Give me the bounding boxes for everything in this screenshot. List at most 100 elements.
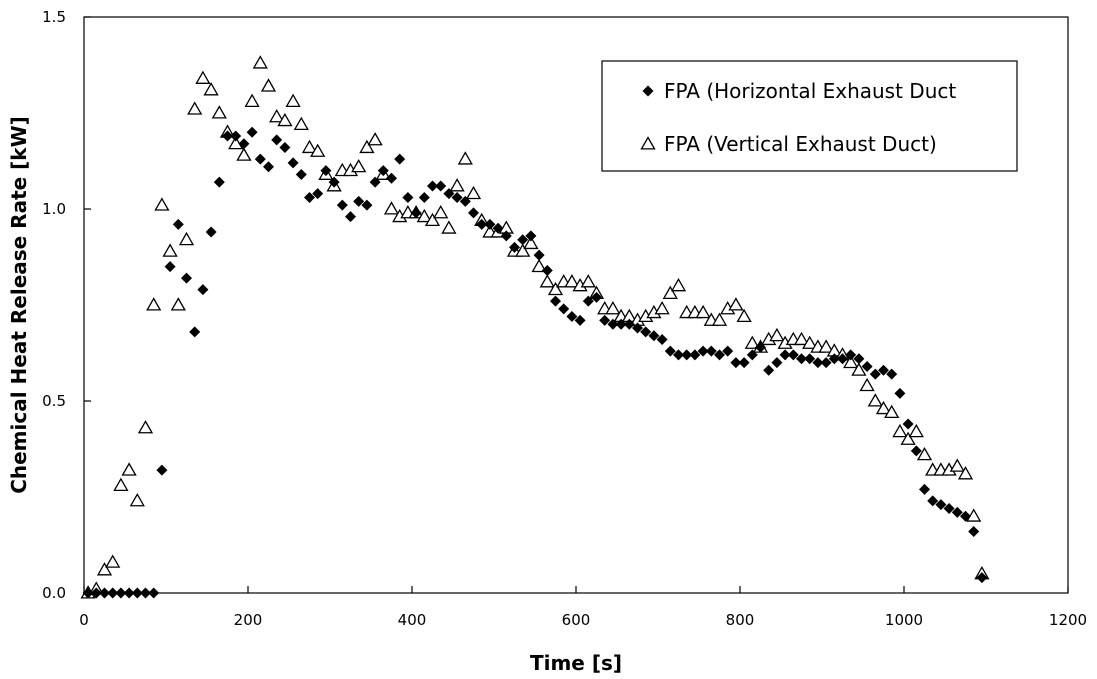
data-point-diamond [451, 191, 463, 203]
data-point-diamond [673, 349, 684, 361]
data-point-triangle [277, 112, 293, 127]
data-point-triangle [367, 132, 383, 146]
data-point-triangle [293, 116, 309, 131]
data-point-diamond [90, 587, 102, 599]
data-point-diamond [648, 330, 660, 342]
data-point-diamond [222, 130, 233, 142]
data-point-triangle [424, 212, 441, 227]
data-point-diamond [345, 211, 356, 223]
data-point-diamond [804, 353, 816, 365]
data-point-diamond [623, 318, 635, 330]
data-point-diamond [919, 483, 930, 495]
data-point-triangle [252, 55, 268, 69]
data-point-triangle [769, 327, 785, 342]
data-point-triangle [793, 331, 810, 346]
x-tick-label: 400 [398, 611, 427, 629]
data-point-triangle [260, 78, 277, 92]
data-point-diamond [386, 172, 397, 184]
x-tick-label: 0 [79, 611, 89, 629]
data-point-triangle [195, 70, 211, 84]
data-point-diamond [558, 303, 570, 315]
data-point-triangle [949, 458, 965, 472]
data-point-diamond [312, 188, 324, 200]
data-point-triangle [351, 158, 367, 173]
data-point-triangle [662, 285, 678, 300]
x-tick-label: 600 [562, 611, 591, 629]
data-point-diamond [427, 180, 438, 192]
data-point-diamond [591, 291, 602, 303]
data-point-triangle [121, 462, 137, 476]
data-point-diamond [738, 357, 750, 369]
data-point-diamond [582, 295, 594, 307]
data-point-triangle [178, 231, 195, 246]
data-point-triangle [728, 297, 744, 311]
data-point-diamond [722, 345, 734, 357]
data-point-diamond [213, 176, 225, 188]
data-point-triangle [154, 197, 170, 211]
data-point-triangle [441, 220, 457, 234]
data-point-triangle [285, 93, 301, 108]
data-point-triangle [269, 109, 285, 123]
data-point-triangle [564, 274, 580, 288]
data-point-diamond [304, 191, 315, 203]
data-point-triangle [105, 554, 121, 568]
data-point-triangle [244, 93, 260, 108]
series-horizontal-exhaust [82, 126, 988, 599]
x-tick-label: 1200 [1049, 611, 1087, 629]
data-point-triangle [736, 308, 752, 323]
data-point-triangle [96, 562, 113, 576]
data-point-diamond [295, 168, 307, 180]
x-tick-label: 1000 [885, 611, 923, 629]
data-point-diamond [697, 345, 709, 357]
data-point-triangle [146, 297, 162, 311]
data-point-diamond [246, 126, 258, 138]
data-point-diamond [189, 326, 201, 338]
data-point-triangle [884, 404, 900, 419]
data-point-diamond [689, 349, 701, 361]
series-layer [80, 55, 990, 599]
data-point-diamond [656, 334, 668, 346]
data-point-diamond [99, 587, 110, 599]
data-point-diamond [533, 249, 545, 261]
data-point-triangle [515, 243, 531, 257]
data-point-diamond [640, 326, 652, 338]
data-point-diamond [960, 510, 971, 522]
data-point-triangle [744, 335, 760, 349]
legend-label-horizontal: FPA (Horizontal Exhaust Duct [664, 79, 956, 103]
data-point-diamond [279, 142, 291, 154]
data-point-diamond [607, 318, 619, 330]
data-point-diamond [763, 364, 775, 376]
data-point-triangle [859, 377, 875, 392]
data-point-diamond [287, 157, 299, 169]
data-point-triangle [465, 185, 482, 200]
data-point-diamond [238, 138, 250, 150]
data-point-diamond [845, 349, 857, 361]
data-point-diamond [197, 284, 209, 296]
y-tick-label: 0.5 [42, 392, 66, 410]
data-point-diamond [632, 322, 643, 334]
data-point-triangle [383, 201, 400, 215]
data-point-triangle [851, 362, 867, 376]
data-point-diamond [361, 199, 373, 211]
data-point-diamond [746, 349, 758, 361]
data-point-diamond [509, 241, 520, 253]
data-point-triangle [531, 258, 547, 273]
data-point-diamond [140, 587, 151, 599]
data-point-triangle [113, 477, 129, 492]
data-point-diamond [476, 218, 488, 230]
data-point-diamond [574, 314, 586, 326]
data-point-diamond [968, 526, 980, 538]
data-point-diamond [787, 349, 799, 361]
data-point-diamond [886, 368, 898, 380]
data-point-diamond [976, 572, 988, 584]
data-point-triangle [547, 281, 564, 296]
data-point-triangle [818, 339, 834, 353]
data-point-diamond [541, 264, 553, 276]
data-point-diamond [394, 153, 406, 165]
data-point-triangle [908, 423, 924, 438]
data-point-diamond [418, 191, 430, 203]
data-point-triangle [416, 208, 432, 223]
data-point-diamond [812, 357, 824, 369]
data-point-diamond [107, 587, 119, 599]
data-point-triangle [129, 493, 145, 507]
